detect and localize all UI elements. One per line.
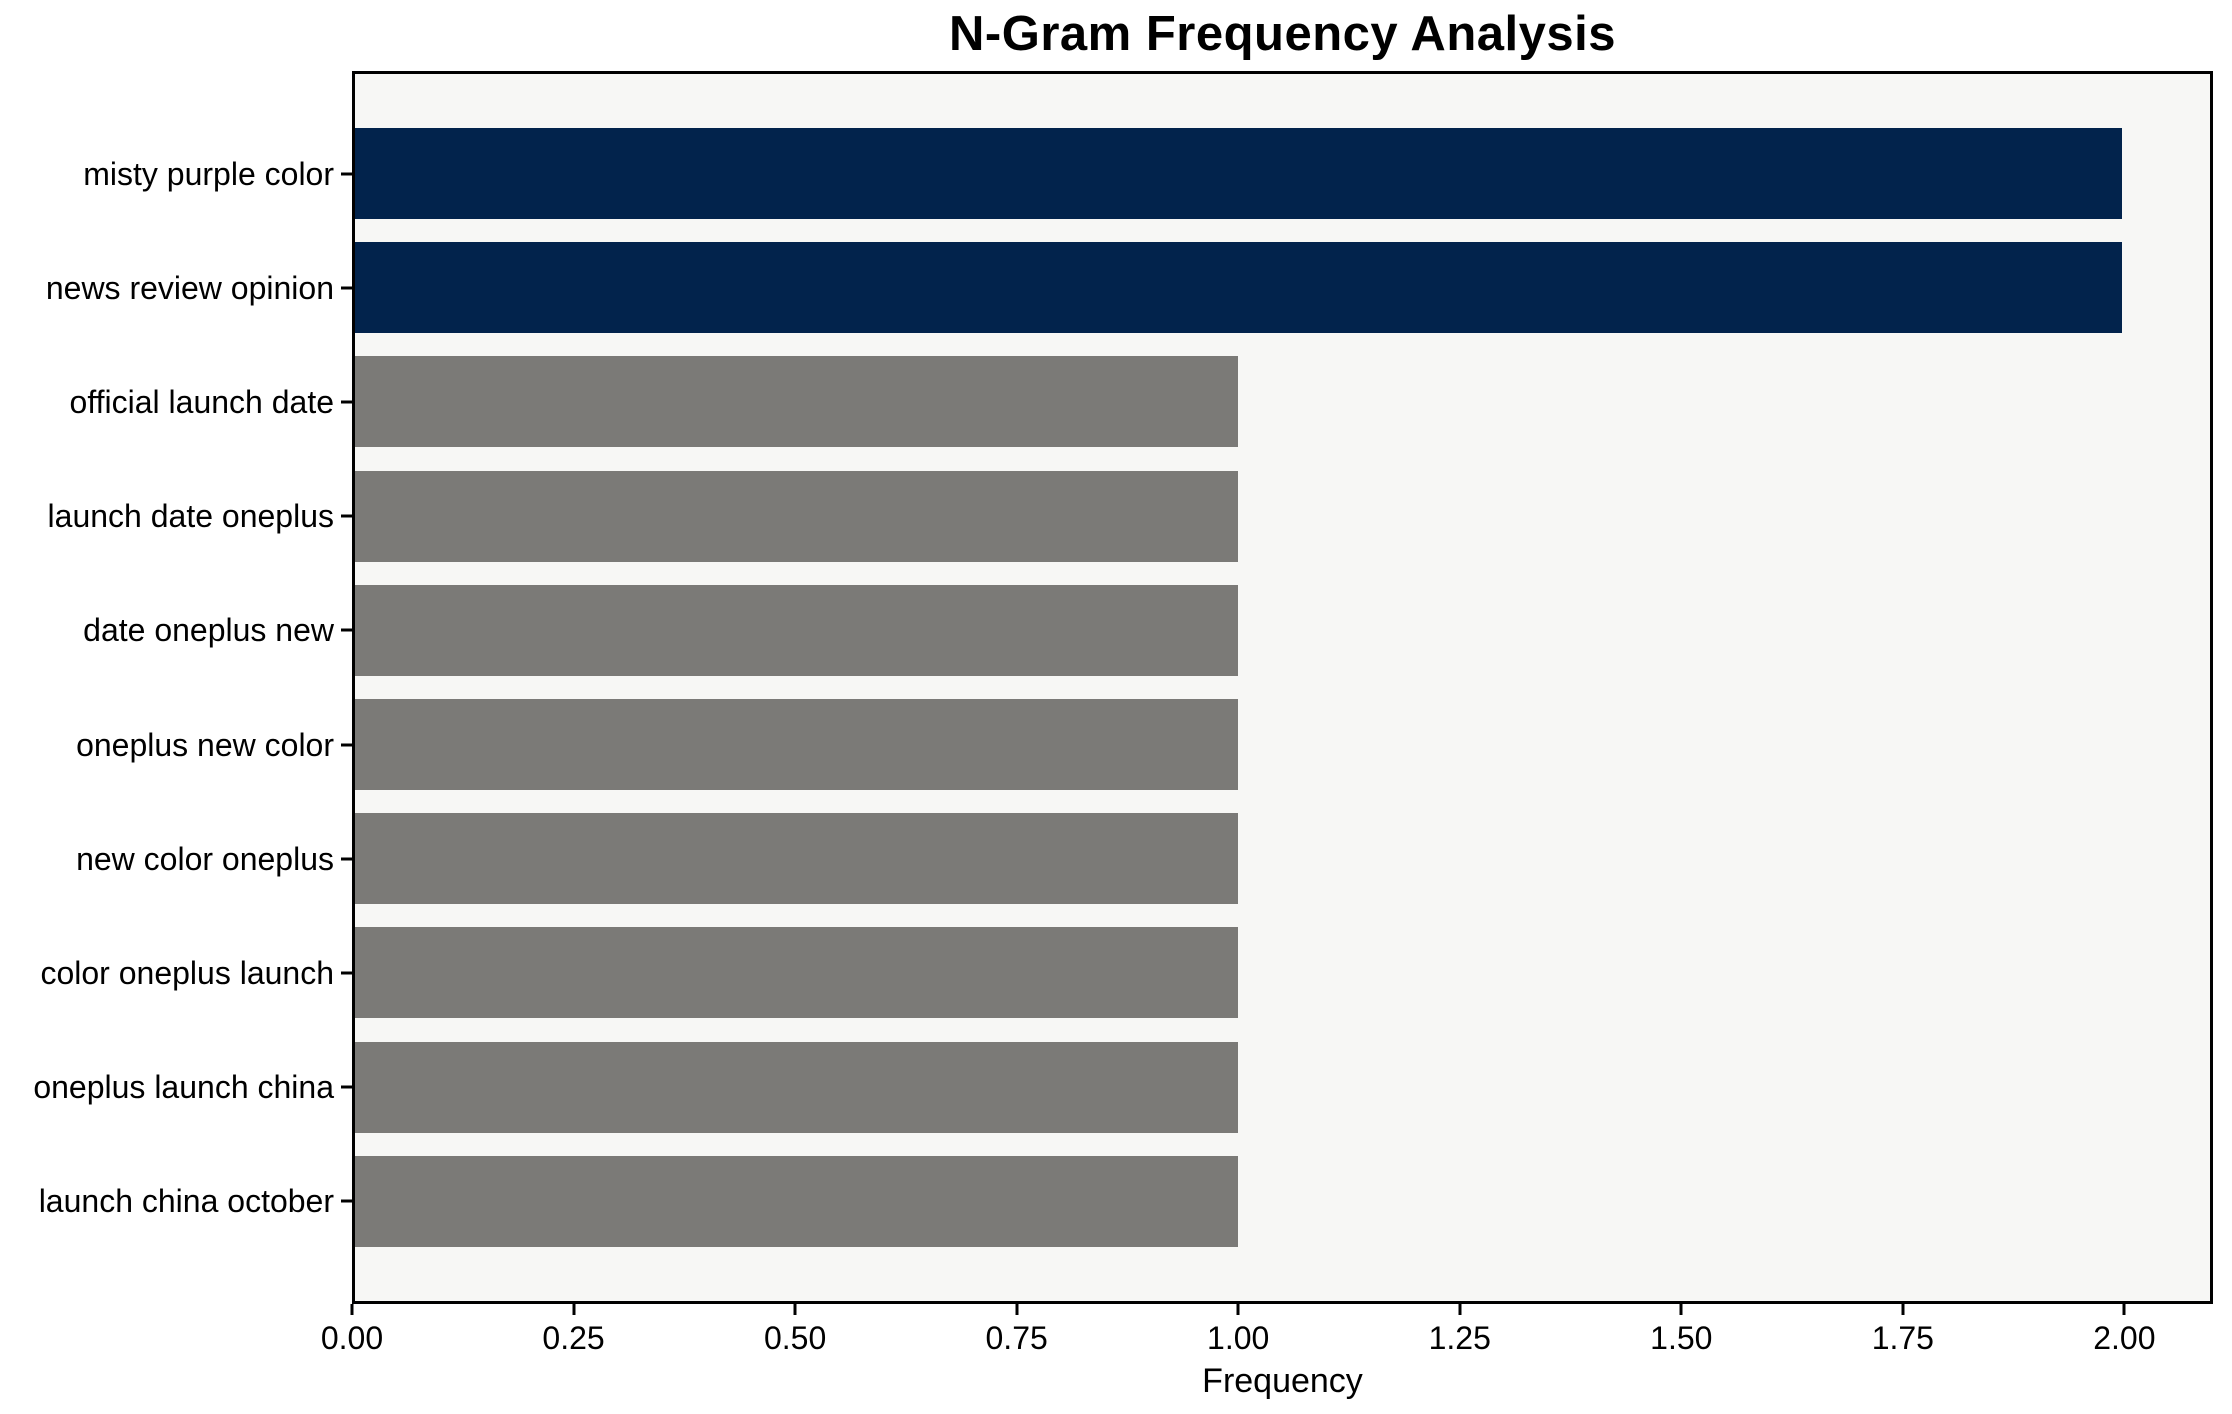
y-tick-mark <box>341 286 352 290</box>
x-tick-label-1.50: 1.50 <box>1650 1320 1713 1356</box>
bar-launch-china-october <box>355 1155 1239 1247</box>
y-tick-label-launch-date-oneplus: launch date oneplus <box>47 498 334 535</box>
x-tick-label-2.00: 2.00 <box>2093 1320 2156 1356</box>
bar-official-launch-date <box>355 356 1239 448</box>
y-tick-mark <box>341 1199 352 1203</box>
y-tick-mark <box>341 172 352 175</box>
bar-new-color-oneplus <box>355 813 1239 905</box>
bar-news-review-opinion <box>355 242 2122 334</box>
bar-date-oneplus-new <box>355 584 1239 676</box>
x-tick-mark <box>793 1304 797 1315</box>
x-tick-label-1.75: 1.75 <box>1871 1320 1934 1356</box>
x-tick-mark <box>1458 1304 1462 1315</box>
x-tick-mark <box>572 1304 576 1315</box>
x-tick-mark <box>2122 1304 2126 1315</box>
y-tick-mark <box>341 743 352 746</box>
x-tick-label-0.00: 0.00 <box>320 1320 384 1356</box>
y-tick-label-date-oneplus-new: date oneplus new <box>83 612 334 649</box>
y-tick-label-news-review-opinion: news review opinion <box>45 269 334 306</box>
x-tick-label-1.00: 1.00 <box>1207 1320 1270 1356</box>
bar-oneplus-launch-china <box>355 1041 1239 1133</box>
chart-title: N-Gram Frequency Analysis <box>949 7 1616 61</box>
x-tick-mark <box>1679 1304 1683 1315</box>
plot-area <box>352 71 2213 1304</box>
y-tick-mark <box>341 971 352 975</box>
y-tick-mark <box>341 628 352 632</box>
bar-color-oneplus-launch <box>355 927 1239 1019</box>
bar-launch-date-oneplus <box>355 470 1239 562</box>
y-tick-label-oneplus-launch-china: oneplus launch china <box>33 1069 334 1106</box>
bar-misty-purple-color <box>355 128 2122 219</box>
y-tick-label-misty-purple-color: misty purple color <box>83 155 334 192</box>
x-tick-label-0.75: 0.75 <box>985 1320 1048 1356</box>
y-tick-mark <box>341 857 352 861</box>
y-tick-label-launch-china-october: launch china october <box>38 1183 334 1220</box>
x-tick-label-0.50: 0.50 <box>763 1320 827 1356</box>
y-tick-mark <box>341 1085 352 1089</box>
x-tick-mark <box>1015 1304 1019 1315</box>
x-tick-label-1.25: 1.25 <box>1428 1320 1491 1356</box>
x-tick-mark <box>1236 1304 1240 1315</box>
y-tick-mark <box>341 400 352 404</box>
y-tick-label-color-oneplus-launch: color oneplus launch <box>40 954 334 991</box>
bar-oneplus-new-color <box>355 699 1239 790</box>
y-tick-label-oneplus-new-color: oneplus new color <box>76 726 334 763</box>
x-tick-mark <box>350 1304 354 1315</box>
y-tick-label-official-launch-date: official launch date <box>69 383 334 420</box>
y-tick-label-new-color-oneplus: new color oneplus <box>76 840 334 877</box>
y-tick-mark <box>341 514 352 518</box>
x-tick-label-0.25: 0.25 <box>542 1320 605 1356</box>
x-tick-mark <box>1901 1304 1905 1315</box>
x-axis-label: Frequency <box>1202 1362 1363 1400</box>
